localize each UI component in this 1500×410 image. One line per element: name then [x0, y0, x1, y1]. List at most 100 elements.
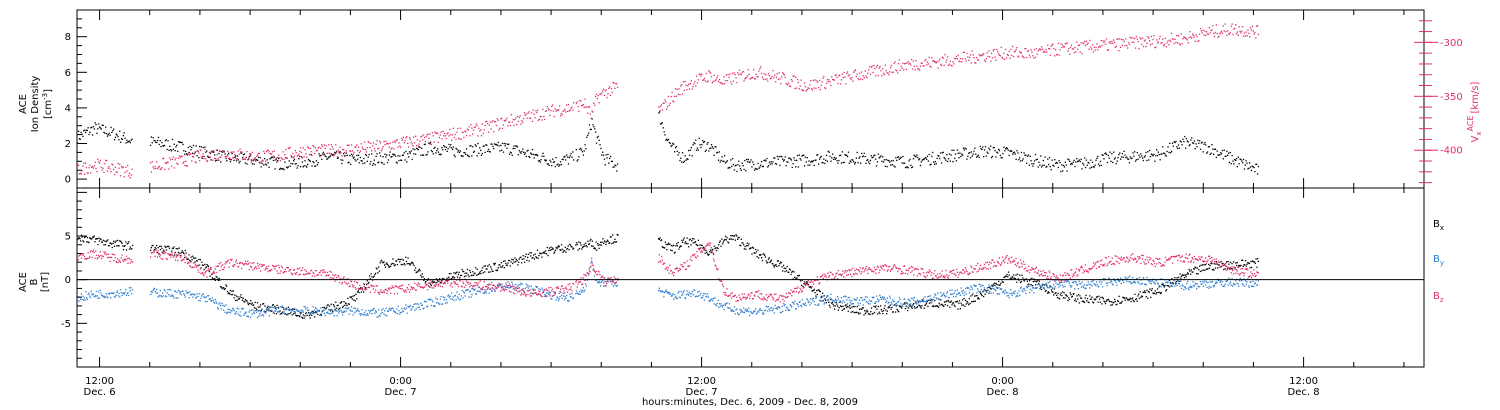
- data-point: [1011, 275, 1013, 278]
- data-point: [659, 290, 661, 292]
- data-point: [470, 124, 472, 126]
- data-point: [255, 159, 257, 161]
- data-point: [564, 108, 566, 110]
- data-point: [768, 257, 770, 259]
- data-point: [1197, 139, 1199, 141]
- data-point: [706, 293, 709, 295]
- data-point: [1178, 43, 1181, 45]
- data-point: [1028, 54, 1030, 56]
- data-point: [488, 264, 490, 266]
- data-point: [730, 159, 732, 161]
- data-point: [720, 159, 722, 162]
- data-point: [1112, 302, 1114, 304]
- data-point: [482, 272, 484, 274]
- data-point: [530, 255, 532, 257]
- data-point: [595, 131, 597, 133]
- data-point: [296, 309, 298, 311]
- data-point: [900, 65, 902, 67]
- data-point: [239, 296, 241, 298]
- data-point: [996, 151, 998, 153]
- data-point: [932, 60, 934, 62]
- data-point: [127, 292, 129, 294]
- data-point: [594, 128, 596, 130]
- data-point: [293, 158, 296, 160]
- data-point: [767, 305, 770, 308]
- data-point: [520, 282, 522, 284]
- data-point: [662, 246, 664, 249]
- data-point: [756, 256, 758, 258]
- data-point: [962, 51, 965, 54]
- data-point: [298, 310, 300, 312]
- data-point: [199, 145, 201, 148]
- data-point: [824, 298, 826, 300]
- data-point: [268, 308, 270, 310]
- data-point: [992, 285, 994, 287]
- data-point: [249, 155, 251, 157]
- data-point: [903, 69, 905, 71]
- data-point: [825, 154, 828, 157]
- data-point: [1244, 264, 1246, 266]
- data-point: [342, 311, 344, 314]
- data-point: [793, 157, 795, 159]
- data-point: [735, 77, 737, 79]
- data-point: [885, 309, 887, 311]
- data-point: [389, 142, 391, 144]
- data-point: [1127, 158, 1130, 160]
- data-point: [973, 300, 975, 302]
- data-point: [684, 80, 686, 83]
- data-point: [364, 314, 366, 316]
- data-point: [437, 132, 439, 135]
- data-point: [901, 162, 903, 164]
- data-point: [433, 281, 435, 283]
- data-point: [154, 165, 156, 168]
- data-point: [209, 156, 211, 158]
- data-point: [444, 146, 446, 148]
- data-point: [253, 163, 255, 165]
- data-point: [1065, 164, 1067, 166]
- data-point: [178, 141, 180, 143]
- data-point: [495, 269, 497, 271]
- data-point: [891, 71, 893, 74]
- data-point: [399, 258, 402, 261]
- data-point: [1050, 289, 1053, 291]
- data-point: [861, 155, 864, 158]
- data-point: [1199, 148, 1202, 150]
- data-point: [427, 278, 429, 280]
- data-point: [778, 72, 780, 74]
- data-point: [951, 65, 953, 67]
- data-point: [98, 126, 101, 128]
- data-point: [721, 305, 723, 307]
- data-point: [660, 239, 662, 242]
- data-point: [311, 314, 313, 317]
- data-point: [411, 306, 414, 308]
- data-point: [509, 124, 512, 127]
- data-point: [393, 148, 395, 150]
- data-point: [861, 71, 863, 73]
- data-point: [172, 295, 174, 297]
- data-point: [277, 159, 279, 162]
- data-point: [157, 136, 160, 139]
- data-point: [414, 148, 416, 151]
- data-point: [988, 50, 990, 52]
- data-point: [844, 305, 846, 307]
- data-point: [394, 311, 396, 313]
- data-point: [430, 149, 433, 152]
- data-point: [243, 300, 245, 303]
- data-point: [967, 56, 969, 58]
- data-point: [293, 160, 295, 162]
- data-point: [599, 244, 601, 246]
- data-point: [279, 160, 282, 162]
- data-point: [1129, 298, 1131, 300]
- data-point: [1212, 25, 1214, 27]
- data-point: [703, 141, 705, 144]
- data-point: [1249, 166, 1252, 168]
- data-point: [117, 245, 119, 247]
- data-point: [333, 153, 335, 155]
- data-point: [435, 152, 437, 154]
- data-point: [1000, 282, 1002, 284]
- data-point: [1067, 158, 1069, 160]
- data-point: [1146, 289, 1148, 291]
- data-point: [250, 153, 252, 155]
- data-point: [582, 104, 584, 106]
- data-point: [778, 306, 780, 308]
